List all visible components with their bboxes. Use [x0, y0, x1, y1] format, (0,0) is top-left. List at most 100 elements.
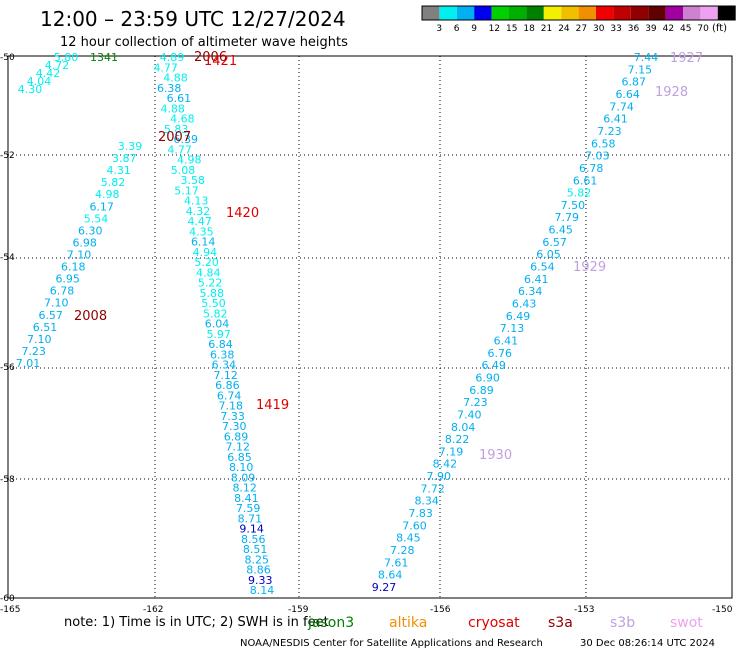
wave-height-value: 9.14: [239, 523, 264, 536]
sat-swot: swot: [670, 615, 703, 631]
lat-label: -56: [0, 363, 15, 373]
wave-height-value: 7.23: [597, 125, 622, 138]
wave-height-value: 7.19: [439, 445, 464, 458]
wave-height-value: 7.13: [500, 322, 525, 335]
wave-height-value: 5.17: [174, 184, 199, 197]
wave-height-value: 4.98: [95, 188, 120, 201]
wave-height-value: 6.74: [217, 389, 242, 402]
wave-height-value: 7.10: [67, 249, 92, 262]
legend-swatch: [526, 6, 544, 20]
wave-height-value: 6.49: [506, 310, 531, 323]
wave-height-value: 6.39: [174, 133, 199, 146]
legend-swatch: [665, 6, 683, 20]
pass-label: 2006: [194, 50, 227, 65]
lon-label: -150: [712, 605, 733, 615]
wave-height-value: 7.74: [609, 100, 634, 113]
wave-height-value: 4.32: [186, 205, 211, 218]
legend-swatch: [474, 6, 492, 20]
wave-height-value: 5.82: [567, 187, 592, 200]
wave-height-value: 6.90: [475, 372, 500, 385]
lon-label: -165: [0, 605, 20, 615]
pass-label: 1930: [479, 448, 512, 463]
wave-height-value: 6.17: [89, 200, 114, 213]
wave-height-value: 4.31: [106, 164, 131, 177]
lon-label: -153: [574, 605, 594, 615]
lat-label: -58: [0, 475, 15, 485]
wave-height-value: 4.88: [163, 72, 188, 85]
wave-height-value: 6.89: [224, 430, 249, 443]
wave-height-value: 6.61: [573, 174, 598, 187]
wave-height-value: 6.41: [494, 335, 519, 348]
wave-height-value: 3.58: [181, 174, 206, 187]
wave-height-value: 6.04: [205, 318, 230, 331]
wave-height-value: 6.30: [78, 224, 103, 237]
wave-height-value: 6.57: [38, 309, 63, 322]
lat-label: -54: [0, 253, 15, 263]
wave-height-value: 7.44: [634, 51, 659, 64]
wave-height-value: 7.15: [628, 63, 653, 76]
legend-swatch: [683, 6, 701, 20]
legend-tick: 39: [645, 24, 657, 34]
legend-tick: 15: [506, 24, 517, 34]
wave-height-value: 9.27: [372, 581, 397, 594]
wave-height-value: 5.80: [54, 51, 79, 64]
wave-height-value: 5.08: [171, 164, 196, 177]
pass-label: 1420: [226, 206, 259, 221]
pass-label: 1421: [204, 54, 237, 69]
wave-height-value: 6.34: [212, 359, 237, 372]
wave-height-value: 4.84: [196, 266, 221, 279]
legend-tick: 24: [558, 24, 570, 34]
wave-height-value: 6.38: [210, 348, 235, 361]
legend-tick: 33: [610, 24, 621, 34]
legend-tick: 70: [697, 24, 709, 34]
legend-swatch: [630, 6, 649, 20]
legend-tick: 6: [454, 24, 460, 34]
wave-height-value: 4.42: [36, 67, 61, 80]
lat-label: -60: [0, 594, 15, 604]
wave-height-value: 4.89: [160, 51, 185, 64]
map-subtitle: 12 hour collection of altimeter wave hei…: [60, 35, 348, 50]
sat-cryosat: cryosat: [468, 615, 520, 631]
legend-tick: 9: [471, 24, 477, 34]
wave-height-value: 7.23: [463, 396, 488, 409]
wave-height-value: 6.14: [191, 236, 216, 249]
wave-height-value: 6.41: [603, 113, 628, 126]
legend-tick: 36: [628, 24, 640, 34]
wave-height-value: 6.84: [208, 338, 233, 351]
wave-height-value: 6.85: [227, 451, 252, 464]
lon-axis-labels: -165 -162 -159 -156 -153 -150: [0, 605, 733, 615]
wave-height-value: 7.61: [384, 556, 409, 569]
wave-height-value: 6.95: [55, 273, 80, 286]
legend-frame: [421, 5, 736, 21]
footer-credit: NOAA/NESDIS Center for Satellite Applica…: [240, 638, 543, 649]
wave-height-value: 6.58: [591, 137, 616, 150]
pass-label: 1929: [573, 260, 606, 275]
wave-height-value: 6.98: [72, 236, 97, 249]
wave-height-value: 4.88: [160, 102, 185, 115]
wave-height-value: 7.79: [555, 211, 580, 224]
wave-height-value: 4.04: [27, 75, 52, 88]
wave-height-value: 5.20: [194, 256, 219, 269]
wave-height-value: 9.33: [248, 574, 273, 587]
sat-s3a: s3a: [548, 615, 573, 631]
wave-height-value: 6.64: [615, 88, 640, 101]
wave-height-value: 4.77: [153, 61, 178, 74]
wave-height-value: 7.28: [390, 544, 415, 557]
wave-height-value: 4.30: [18, 83, 43, 96]
legend-tick: 42: [663, 24, 674, 34]
wave-height-value: 7.33: [220, 410, 245, 423]
wave-height-value: 4.13: [184, 195, 209, 208]
wave-height-value: 7.23: [21, 345, 46, 358]
pass-label: 2008: [74, 309, 107, 324]
legend-tick: 21: [541, 24, 552, 34]
legend-swatch: [439, 6, 457, 20]
legend-tick: 18: [523, 24, 535, 34]
wave-height-value: 7.12: [226, 441, 251, 454]
wave-height-value: 5.82: [101, 176, 126, 189]
wave-height-value: 6.89: [469, 384, 494, 397]
wave-height-value: 6.45: [548, 224, 573, 237]
wave-height-value: 7.72: [420, 482, 445, 495]
wave-height-value: 5.50: [201, 297, 226, 310]
sat-s3b: s3b: [610, 615, 635, 631]
footer-timestamp: 30 Dec 08:26:14 UTC 2024: [580, 638, 715, 649]
